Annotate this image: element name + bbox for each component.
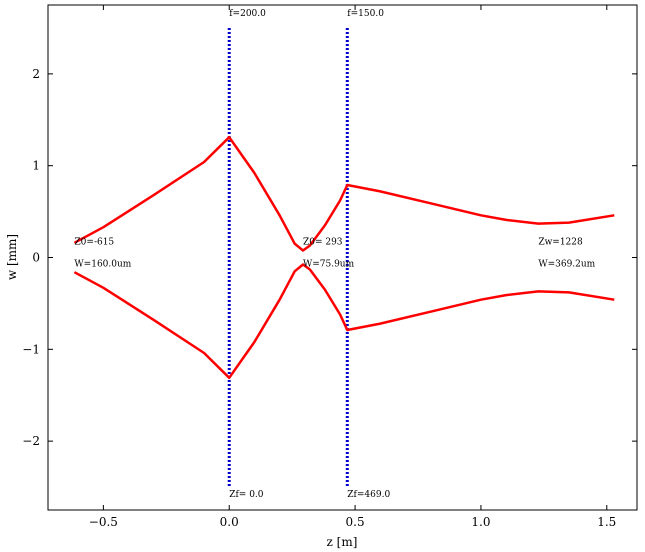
x-tick-label: 1.5 (597, 515, 616, 529)
lens-focal-label: f=150.0 (347, 9, 384, 19)
x-tick-label: 1.0 (471, 515, 490, 529)
waist-size-label: W=75.9um (303, 260, 355, 270)
lens-position-label: Zf=469.0 (347, 490, 390, 500)
y-tick-label: −1 (22, 342, 40, 356)
x-axis-label: z [m] (327, 535, 358, 549)
y-tick-label: 0 (32, 251, 40, 265)
annotations-layer: f=200.0 Zf= 0.0 f=150.0 Zf=469.0 Z0=-615 W=16… (74, 9, 595, 500)
waist-position-label: Zw=1228 (538, 238, 583, 248)
waist-position-label: Z0= 293 (303, 238, 343, 248)
x-tick-label: −0.5 (89, 515, 118, 529)
y-tick-label: 1 (32, 159, 40, 173)
y-tick-label: −2 (22, 434, 40, 448)
beam-envelope-upper (73, 135, 615, 252)
waist-position-label: Z0=-615 (74, 238, 114, 248)
lens-focal-label: f=200.0 (229, 9, 266, 19)
plot-area (47, 4, 638, 511)
lens-position-label: Zf= 0.0 (229, 490, 264, 500)
y-axis-ticks: −2 −1 0 1 2 (22, 67, 637, 448)
x-tick-label: 0.0 (220, 515, 239, 529)
y-tick-label: 2 (32, 67, 40, 81)
y-axis-label: w [mm] (5, 234, 19, 280)
lenses-layer (227, 27, 349, 488)
beam-envelope-lower (73, 263, 615, 380)
x-tick-label: 0.5 (346, 515, 365, 529)
waist-size-label: W=160.0um (74, 260, 131, 270)
x-axis-ticks: −0.5 0.0 0.5 1.0 1.5 (89, 5, 616, 529)
waist-size-label: W=369.2um (538, 260, 595, 270)
series-layer (73, 135, 615, 380)
